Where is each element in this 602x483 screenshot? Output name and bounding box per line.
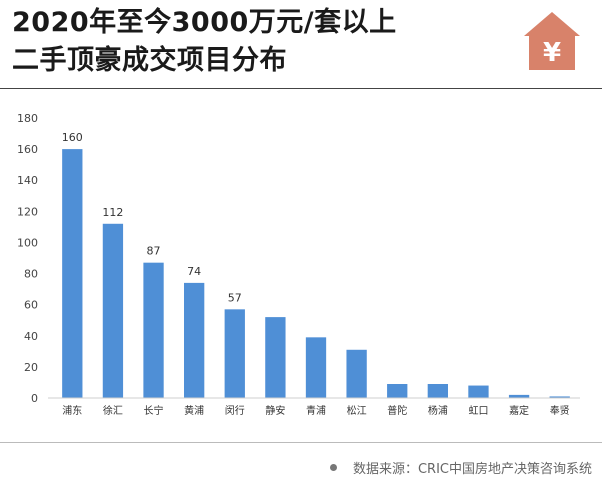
x-tick-label: 黄浦 [184, 404, 204, 417]
bar-普陀 [387, 384, 408, 398]
bar-黄浦 [184, 282, 205, 398]
bars-group: 160 112 87 74 57 [62, 131, 570, 398]
bullet-icon [329, 464, 337, 471]
yen-house-icon: ¥ [520, 8, 584, 72]
data-label: 112 [102, 206, 123, 219]
y-axis: 0 20 40 60 80 100 120 140 160 180 [17, 112, 38, 405]
x-tick-label: 嘉定 [509, 404, 529, 417]
chart-bottom-rule [0, 442, 602, 443]
svg-text:¥: ¥ [543, 38, 561, 68]
x-tick-label: 虹口 [468, 405, 488, 417]
y-tick-label: 140 [17, 174, 38, 187]
y-tick-label: 0 [31, 392, 38, 405]
x-tick-label: 静安 [265, 404, 285, 417]
page-subtitle: 二手顶豪成交项目分布 [12, 45, 287, 76]
x-tick-label: 普陀 [387, 404, 407, 417]
x-tick-label: 浦东 [62, 404, 82, 417]
source-note: 数据来源：CRIC中国房地产决策咨询系统 [329, 458, 592, 477]
y-tick-label: 100 [17, 236, 38, 249]
x-tick-label: 奉贤 [550, 404, 570, 417]
y-tick-label: 120 [17, 205, 38, 218]
x-tick-label: 青浦 [306, 404, 326, 417]
x-tick-label: 松江 [347, 404, 367, 417]
data-label: 87 [147, 245, 161, 258]
bar-chart: 0 20 40 60 80 100 120 140 160 180 160 112 87 74 57 浦东… [0, 100, 602, 440]
y-tick-label: 60 [24, 299, 38, 312]
title-block: 2020年至今3000万元/套以上 二手顶豪成交项目分布 [12, 4, 397, 80]
bar-闵行 [224, 309, 245, 398]
bar-嘉定 [508, 394, 530, 398]
x-tick-label: 杨浦 [428, 404, 448, 417]
bar-长宁 [143, 262, 164, 398]
y-tick-label: 180 [17, 112, 38, 125]
x-axis: 浦东 徐汇 长宁 黄浦 闵行 静安 青浦 松江 普陀 杨浦 虹口 嘉定 奉贤 [48, 397, 580, 417]
bar-奉贤 [549, 396, 570, 398]
x-tick-label: 徐汇 [103, 404, 123, 417]
x-tick-label: 闵行 [225, 404, 245, 417]
data-label: 160 [62, 131, 83, 144]
x-tick-label: 长宁 [144, 404, 164, 417]
y-tick-label: 40 [24, 330, 38, 343]
title-divider [0, 88, 602, 89]
bar-杨浦 [427, 384, 448, 398]
bar-徐汇 [102, 223, 124, 398]
data-label: 74 [187, 265, 201, 278]
y-tick-label: 160 [17, 143, 38, 156]
bar-松江 [346, 349, 367, 398]
y-tick-label: 20 [24, 361, 38, 374]
chart-svg: 0 20 40 60 80 100 120 140 160 180 160 112 87 74 57 浦东… [17, 112, 580, 417]
y-tick-label: 80 [24, 268, 38, 281]
data-label: 57 [228, 291, 242, 304]
page-title: 2020年至今3000万元/套以上 [12, 7, 397, 38]
source-text: 数据来源：CRIC中国房地产决策咨询系统 [352, 462, 592, 477]
bar-静安 [265, 317, 286, 398]
bar-浦东 [62, 149, 83, 398]
bar-虹口 [468, 385, 489, 398]
bar-青浦 [305, 337, 327, 398]
